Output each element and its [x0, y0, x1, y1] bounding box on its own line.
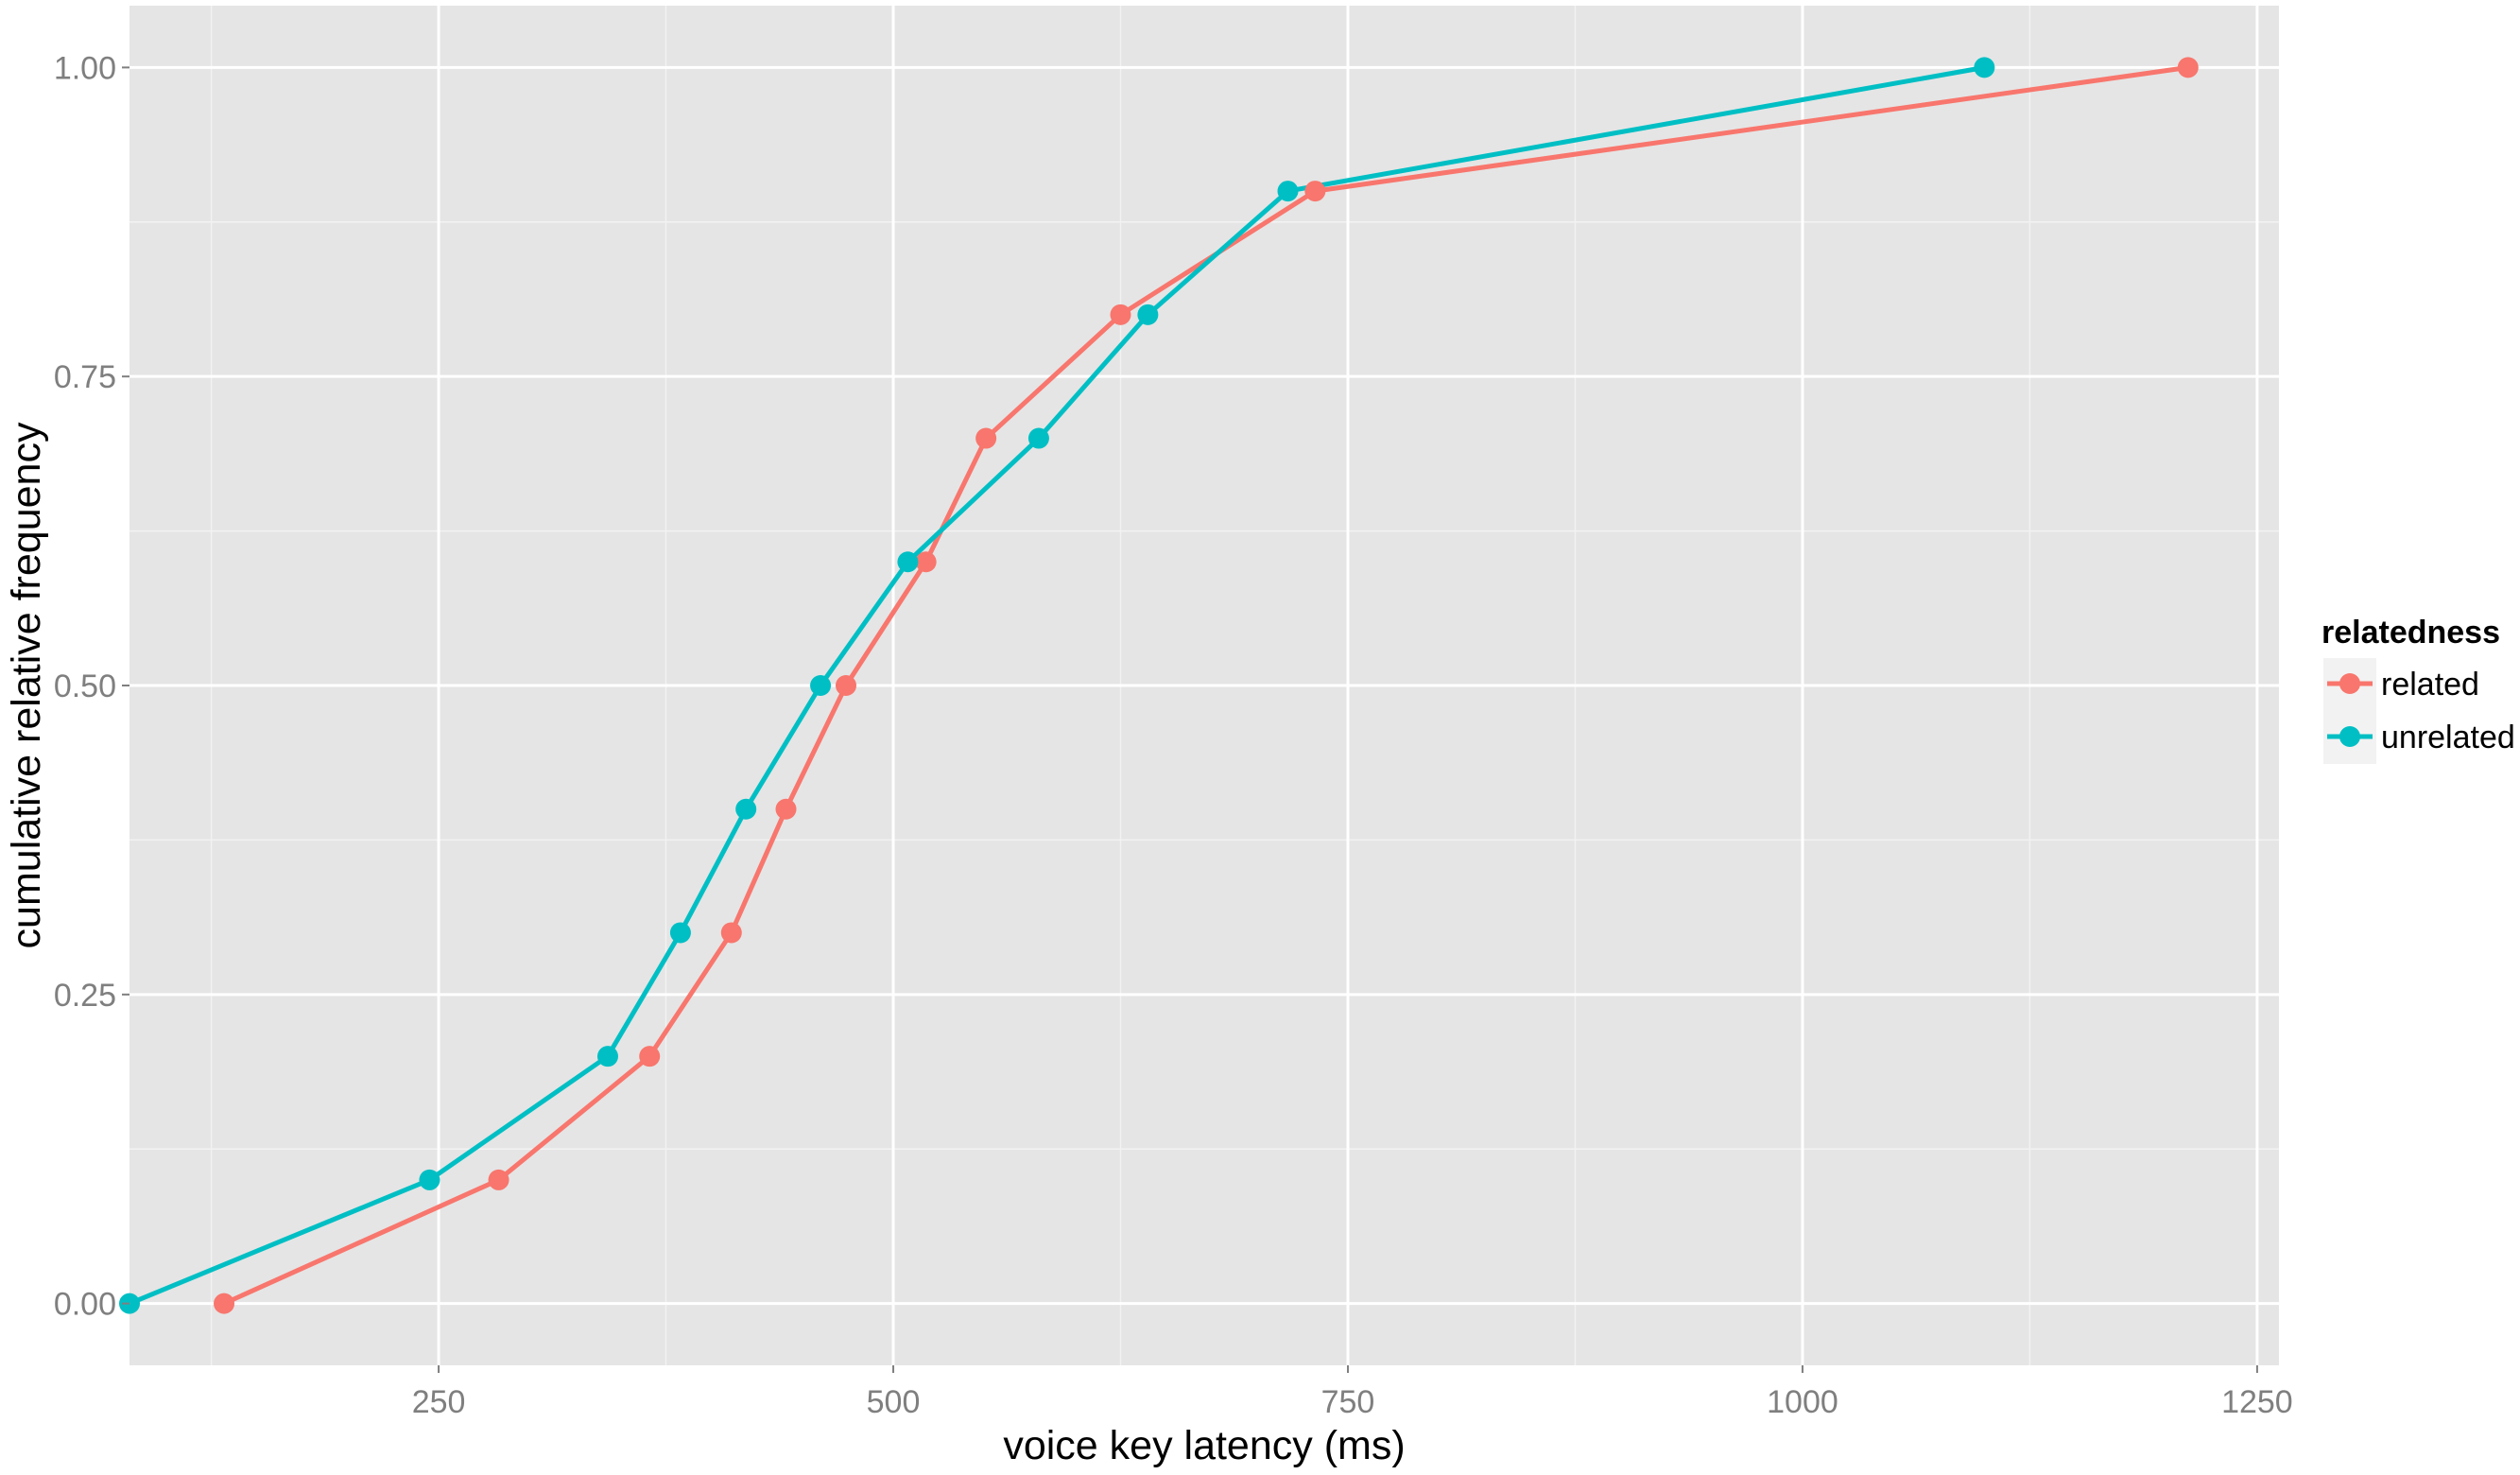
- data-point-related: [2177, 57, 2199, 78]
- data-point-unrelated: [1027, 427, 1049, 449]
- legend-title: relatedness: [2322, 615, 2500, 651]
- x-tick-label: 500: [867, 1384, 921, 1420]
- legend: relatedness related unrelated: [2322, 615, 2515, 764]
- legend-keys: related unrelated: [2323, 658, 2515, 764]
- data-point-unrelated: [419, 1169, 440, 1190]
- data-point-unrelated: [596, 1046, 618, 1067]
- data-point-unrelated: [735, 798, 757, 820]
- data-point-related: [720, 922, 742, 944]
- y-tick-label: 0.50: [54, 668, 116, 704]
- y-tick-label: 0.00: [54, 1287, 116, 1323]
- data-point-unrelated: [669, 922, 691, 944]
- grid-major: [129, 6, 2279, 1365]
- data-point-unrelated: [1137, 304, 1159, 325]
- data-point-related: [975, 427, 997, 449]
- legend-key-point-related: [2339, 673, 2360, 694]
- x-tick-label: 250: [412, 1384, 466, 1420]
- legend-label-unrelated: unrelated: [2381, 720, 2515, 755]
- data-point-unrelated: [1974, 57, 1995, 78]
- x-tick-label: 750: [1321, 1384, 1375, 1420]
- series-points: [119, 57, 2199, 1314]
- legend-label-related: related: [2381, 667, 2479, 703]
- x-axis-ticks: 250 500 750 1000 1250: [412, 1365, 2293, 1420]
- data-point-related: [1110, 304, 1131, 325]
- x-tick-label: 1250: [2221, 1384, 2293, 1420]
- y-tick-label: 1.00: [54, 50, 116, 86]
- data-point-related: [775, 798, 797, 820]
- data-point-related: [915, 551, 937, 573]
- x-tick-label: 1000: [1767, 1384, 1838, 1420]
- data-point-unrelated: [1277, 181, 1299, 202]
- y-axis-title: cumulative relative frequency: [4, 422, 49, 948]
- data-point-unrelated: [897, 551, 919, 573]
- data-point-related: [214, 1293, 235, 1314]
- y-tick-label: 0.25: [54, 978, 116, 1014]
- data-point-related: [1304, 181, 1326, 202]
- data-point-related: [639, 1046, 661, 1067]
- legend-key-point-unrelated: [2339, 726, 2360, 747]
- y-axis-ticks: 0.00 0.25 0.50 0.75 1.00: [54, 50, 129, 1323]
- x-axis-title: voice key latency (ms): [1003, 1423, 1405, 1468]
- data-point-related: [836, 675, 856, 696]
- data-point-related: [488, 1169, 509, 1190]
- y-tick-label: 0.75: [54, 359, 116, 395]
- data-point-unrelated: [810, 675, 832, 696]
